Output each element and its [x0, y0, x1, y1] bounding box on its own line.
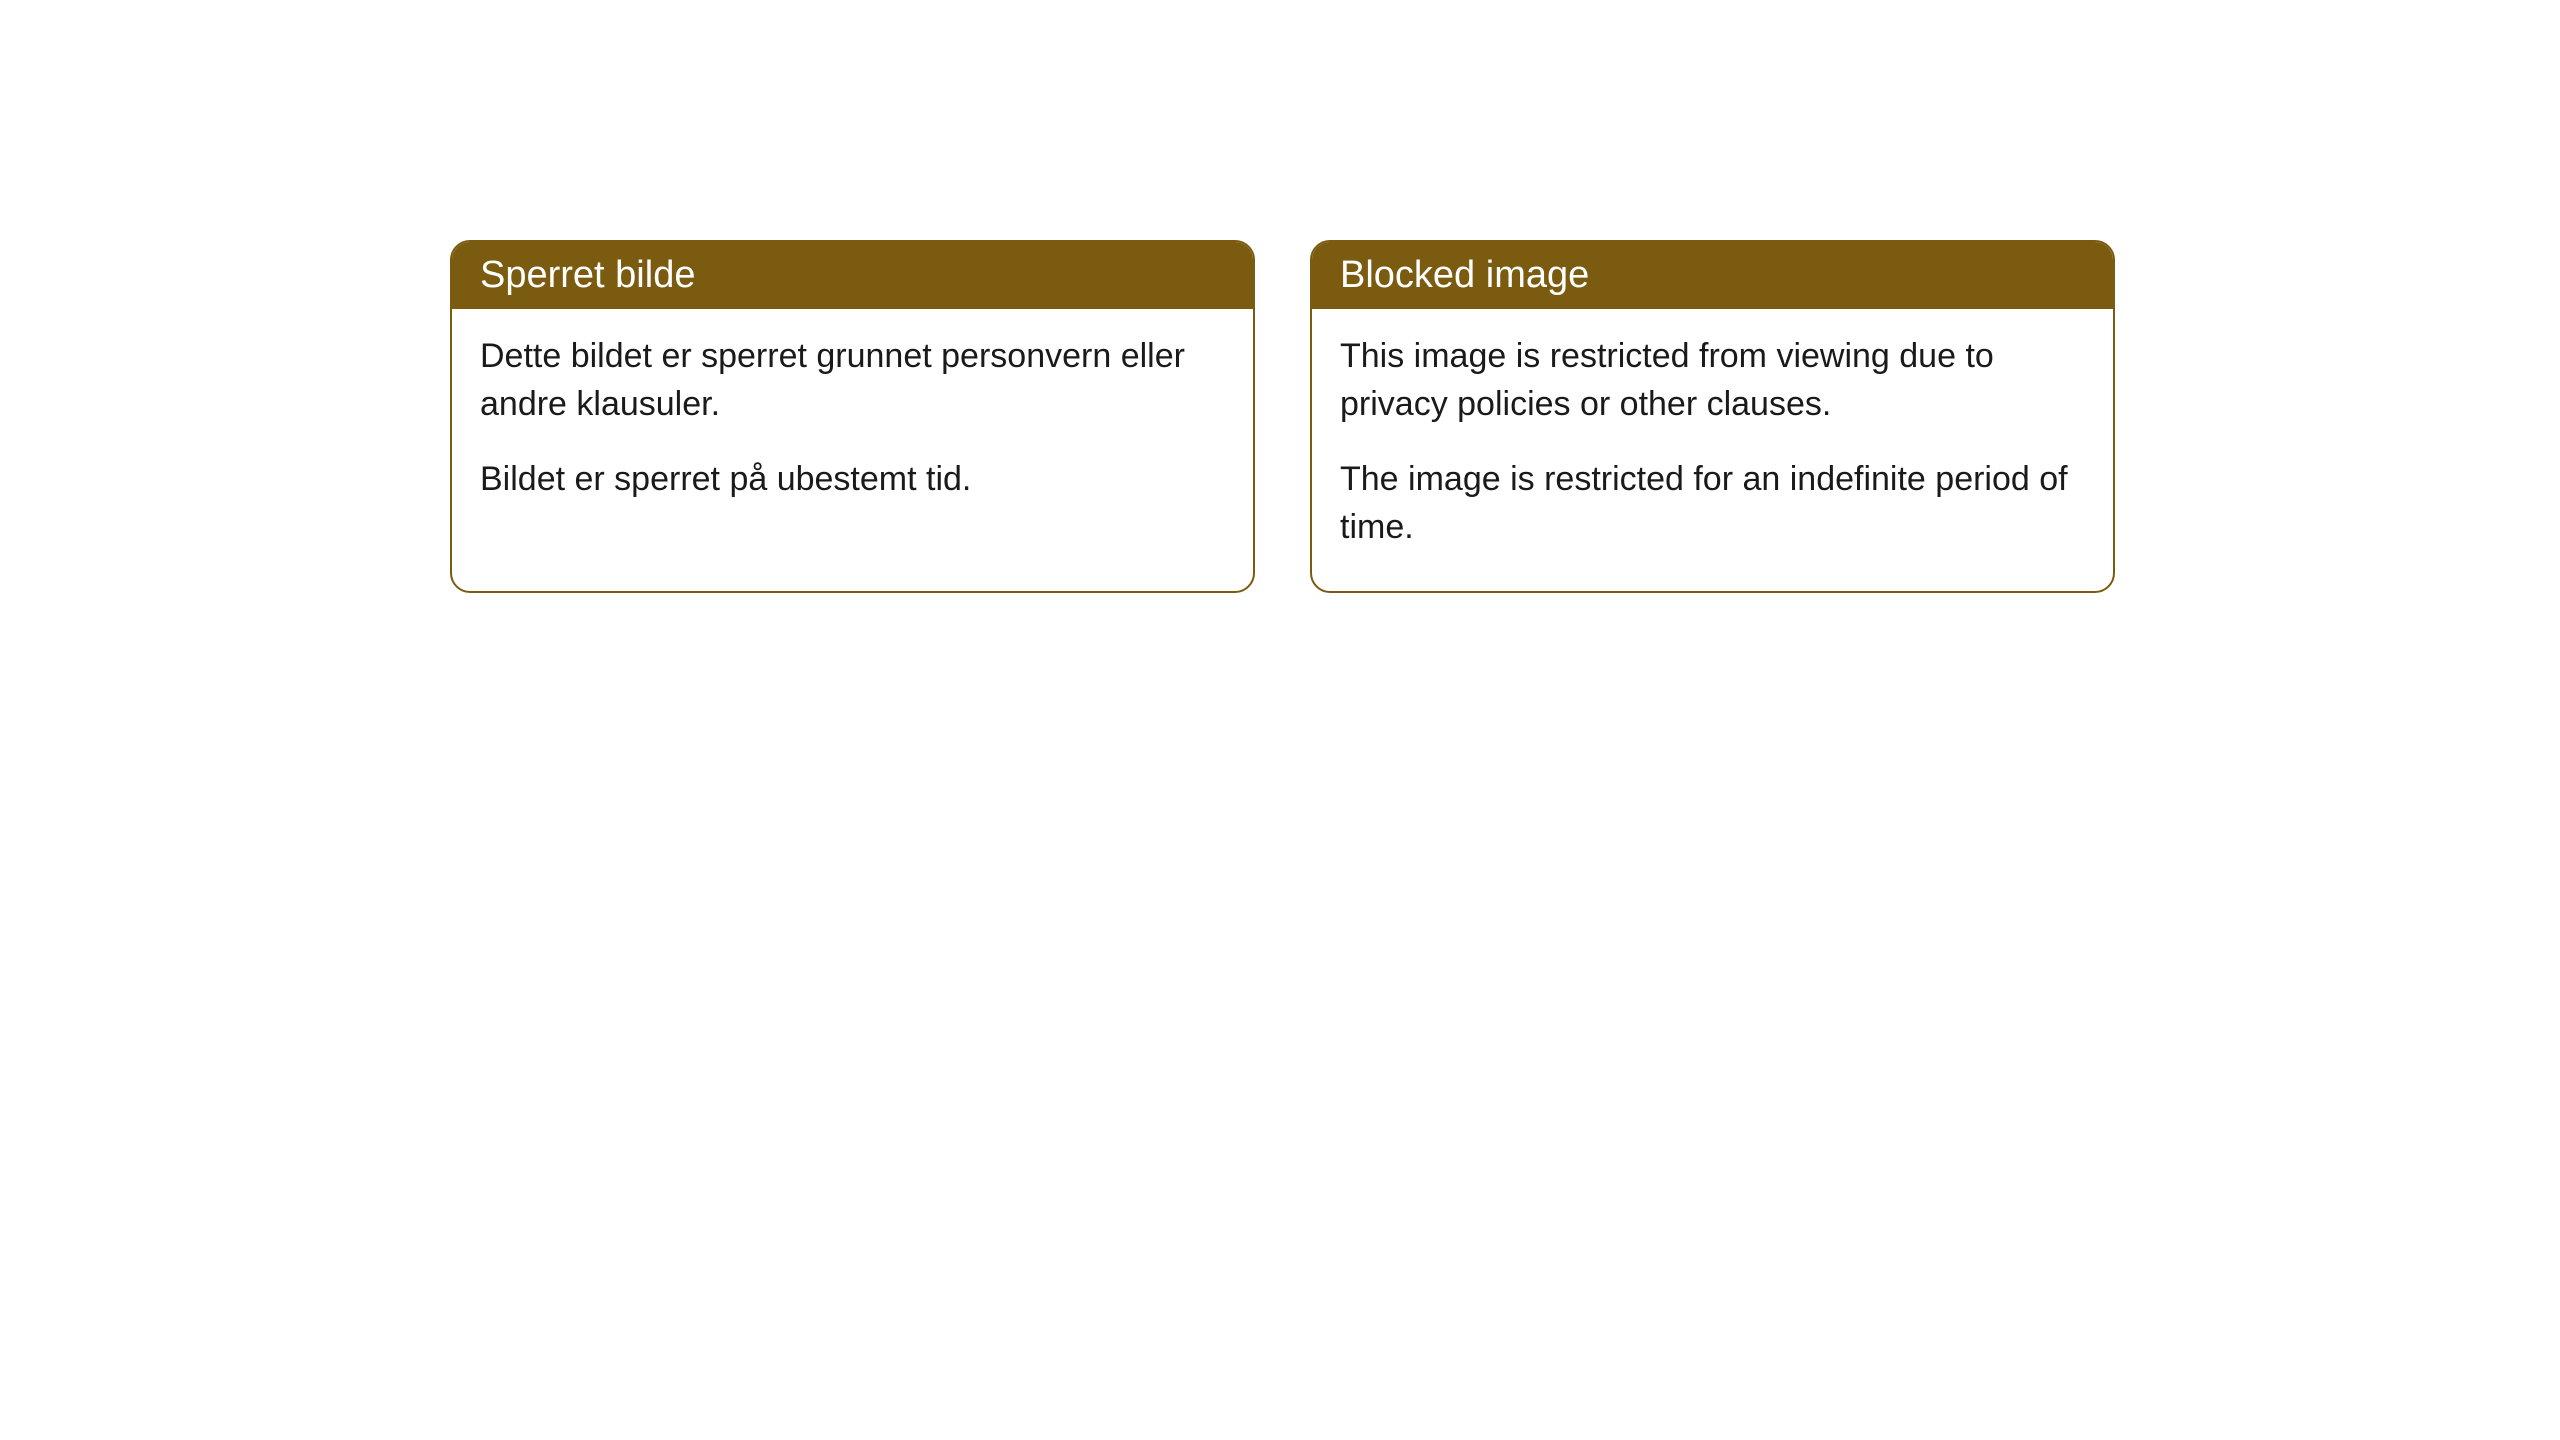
- card-header-norwegian: Sperret bilde: [452, 242, 1253, 309]
- card-body-norwegian: Dette bildet er sperret grunnet personve…: [452, 309, 1253, 544]
- card-paragraph-1-norwegian: Dette bildet er sperret grunnet personve…: [480, 333, 1225, 428]
- card-paragraph-1-english: This image is restricted from viewing du…: [1340, 333, 2085, 428]
- card-paragraph-2-norwegian: Bildet er sperret på ubestemt tid.: [480, 456, 1225, 504]
- card-body-english: This image is restricted from viewing du…: [1312, 309, 2113, 591]
- blocked-image-card-norwegian: Sperret bilde Dette bildet er sperret gr…: [450, 240, 1255, 593]
- notice-cards-container: Sperret bilde Dette bildet er sperret gr…: [450, 240, 2115, 593]
- card-header-english: Blocked image: [1312, 242, 2113, 309]
- blocked-image-card-english: Blocked image This image is restricted f…: [1310, 240, 2115, 593]
- card-paragraph-2-english: The image is restricted for an indefinit…: [1340, 456, 2085, 551]
